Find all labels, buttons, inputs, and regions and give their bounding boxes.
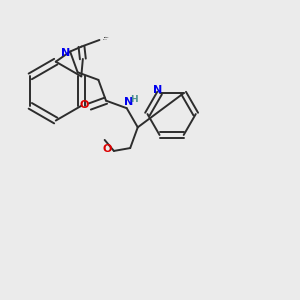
Text: N: N bbox=[61, 48, 70, 58]
Text: O: O bbox=[103, 145, 112, 154]
Text: O: O bbox=[80, 100, 89, 110]
Text: methyl: methyl bbox=[104, 37, 109, 38]
Text: N: N bbox=[124, 97, 134, 107]
Text: N: N bbox=[153, 85, 163, 94]
Text: H: H bbox=[130, 95, 138, 104]
Text: methyl: methyl bbox=[102, 39, 107, 40]
